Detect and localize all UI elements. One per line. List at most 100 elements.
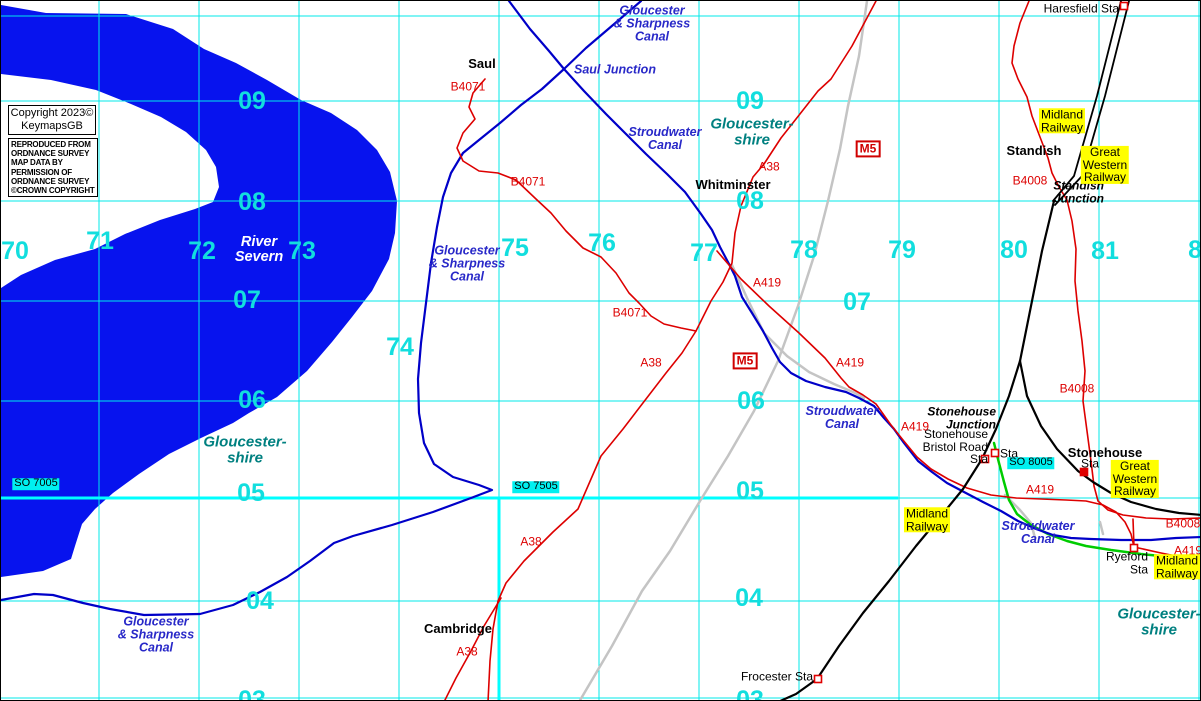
os-notice-line: ©CROWN COPYRIGHT bbox=[11, 185, 95, 195]
grid-number: 08 bbox=[736, 186, 764, 215]
a38-branch bbox=[444, 597, 502, 700]
os-notice-line: MAP DATA BY bbox=[11, 158, 63, 168]
haresfield-station-marker bbox=[1119, 1, 1129, 11]
stonehouse-bristol-road-station-marker bbox=[980, 454, 990, 464]
os-notice-line: REPRODUCED FROM bbox=[11, 140, 91, 149]
stroudwater-canal-label-1: Stroudwater Canal bbox=[628, 124, 702, 152]
a419-label-4: A419 bbox=[1025, 482, 1055, 497]
a38-label-3: A38 bbox=[520, 534, 542, 549]
grid-number: 05 bbox=[736, 476, 764, 505]
river-severn-label: River Severn bbox=[234, 233, 284, 265]
midland-railway-label-1: Midland Railway bbox=[1038, 107, 1086, 134]
grid-number: 79 bbox=[888, 235, 916, 264]
grid-number: 05 bbox=[237, 478, 265, 507]
a419-label-5: A419 bbox=[1173, 543, 1201, 558]
a419-road bbox=[716, 250, 1200, 562]
grid-number: 77 bbox=[690, 238, 718, 267]
stonehouse-label: Stonehouse bbox=[1067, 445, 1143, 461]
saul-label: Saul bbox=[468, 56, 496, 72]
grid-number: 75 bbox=[501, 233, 529, 262]
grid-number: 03 bbox=[736, 685, 764, 701]
saul-junction-label: Saul Junction bbox=[574, 62, 656, 77]
b4071-label-3: B4071 bbox=[612, 305, 648, 320]
b4071-road bbox=[456, 78, 697, 332]
standish-label: Standish bbox=[1006, 143, 1062, 159]
b4008-label-1: B4008 bbox=[1012, 173, 1048, 188]
a419-label-1: A419 bbox=[752, 275, 782, 290]
grid-number: 08 bbox=[238, 187, 266, 216]
grid-number: 73 bbox=[288, 236, 316, 265]
haresfield-sta-label: Haresfield Sta bbox=[1043, 1, 1119, 16]
a38-label-2: A38 bbox=[640, 355, 662, 370]
m5-badge-2: M5 bbox=[732, 352, 758, 370]
grid-number: 71 bbox=[86, 226, 114, 255]
a38-label-4: A38 bbox=[456, 644, 478, 659]
so7005-ref-label: SO 7005 bbox=[12, 477, 60, 490]
railway-main bbox=[1018, 199, 1056, 363]
grid-number: 09 bbox=[736, 86, 764, 115]
stonehouse-bristol-road-sta-label: Stonehouse Bristol Road Sta bbox=[922, 427, 988, 467]
midland-railway-label-3: Midland Railway bbox=[1153, 553, 1200, 580]
great-western-railway-label-1: Great Western Railway bbox=[1080, 144, 1130, 185]
os-notice-line: ORDNANCE SURVEY bbox=[11, 149, 90, 159]
frocester-sta-label: Frocester Sta bbox=[740, 669, 813, 684]
so8005-ref-label: SO 8005 bbox=[1007, 456, 1055, 469]
b4008-spur bbox=[1132, 518, 1135, 548]
grid-number: 06 bbox=[238, 385, 266, 414]
grid-number: 09 bbox=[238, 86, 266, 115]
branch-station-marker bbox=[990, 448, 1000, 458]
great-western-railway-line bbox=[1018, 359, 1200, 516]
stonehouse-station-marker bbox=[1079, 467, 1089, 477]
b4071-label-2: B4071 bbox=[510, 174, 546, 189]
grid-number: 03 bbox=[238, 685, 266, 701]
b4071-label-1: B4071 bbox=[450, 79, 486, 94]
railway-double-track-a bbox=[1052, 1, 1122, 202]
stonehouse-junction-label: Stonehouse Junction bbox=[927, 404, 996, 431]
gloucestershire-label-3: Gloucester- shire bbox=[1117, 605, 1201, 638]
a419-label-3: A419 bbox=[900, 419, 930, 434]
b4008-road bbox=[1011, 1, 1200, 520]
gloucester-sharpness-canal-label-3: Gloucester & Sharpness Canal bbox=[117, 614, 195, 655]
so7505-ref-label: SO 7505 bbox=[512, 480, 560, 493]
grid-number: 04 bbox=[246, 586, 274, 615]
grid-number: 07 bbox=[843, 287, 871, 316]
grid-number: 72 bbox=[188, 236, 216, 265]
stroudwater-canal-label-3: Stroudwater Canal bbox=[1001, 518, 1075, 546]
b4008-label-2: B4008 bbox=[1059, 381, 1095, 396]
grid-number: 70 bbox=[1, 236, 29, 265]
whitminster-label: Whitminster bbox=[695, 177, 771, 193]
ryeford-sta-label: Ryeford Sta bbox=[1105, 549, 1148, 576]
stroudwater-canal bbox=[507, 1, 1200, 542]
grid-number: 81 bbox=[1091, 236, 1119, 265]
cambridge-label: Cambridge bbox=[424, 621, 492, 637]
midland-railway-label-2: Midland Railway bbox=[903, 506, 951, 533]
gloucestershire-label-1: Gloucester- shire bbox=[710, 115, 794, 148]
os-notice-line: PERMISSION OF bbox=[11, 167, 72, 177]
os-notice-box: REPRODUCED FROM ORDNANCE SURVEY MAP DATA B… bbox=[8, 138, 98, 198]
m5-badge-1: M5 bbox=[855, 140, 881, 158]
os-notice-line: ORDNANCE SURVEY bbox=[11, 176, 90, 186]
grid-number: 74 bbox=[386, 332, 414, 361]
railway-double-track-b bbox=[1054, 1, 1130, 206]
grid-number: 76 bbox=[588, 228, 616, 257]
gloucester-sharpness-canal-label-1: Gloucester & Sharpness Canal bbox=[613, 3, 691, 44]
great-western-railway-label-2: Great Western Railway bbox=[1110, 458, 1160, 499]
stonehouse-sta-label: Sta bbox=[1080, 456, 1100, 471]
ryeford-station-marker bbox=[1129, 543, 1139, 553]
frocester-station-marker bbox=[813, 674, 823, 684]
grid-number: 80 bbox=[1000, 235, 1028, 264]
grid-number: 82 bbox=[1188, 235, 1201, 264]
gloucestershire-label-2: Gloucester- shire bbox=[203, 433, 287, 466]
gloucester-sharpness-canal bbox=[1, 1, 643, 617]
grid-number: 78 bbox=[790, 235, 818, 264]
copyright-line: KeymapsGB bbox=[21, 120, 83, 133]
branch-sta-label: Sta bbox=[1000, 446, 1019, 461]
grid-number: 06 bbox=[737, 386, 765, 415]
grid-number: 07 bbox=[233, 285, 261, 314]
b4008-label-3: B4008 bbox=[1165, 516, 1201, 531]
stroudwater-canal-label-2: Stroudwater Canal bbox=[805, 403, 879, 431]
copyright-line: Copyright 2023© bbox=[10, 107, 94, 119]
